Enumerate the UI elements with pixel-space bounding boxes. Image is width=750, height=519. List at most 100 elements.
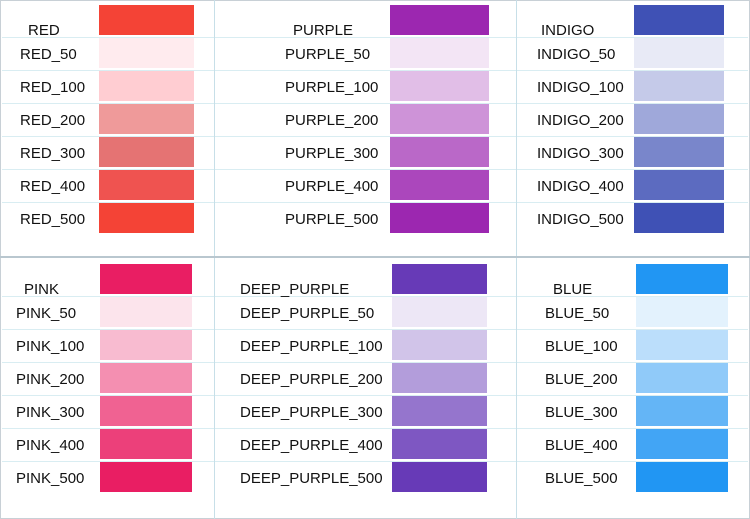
shade-label: PINK_300 — [16, 404, 85, 421]
palette-row: PURPLE_200 — [215, 103, 516, 137]
color-swatch — [99, 170, 194, 200]
palette-header-row: DEEP_PURPLE — [215, 263, 516, 298]
shade-label: DEEP_PURPLE_200 — [240, 371, 383, 388]
shade-label: RED_400 — [20, 178, 86, 195]
palette-header-row: INDIGO — [517, 4, 748, 39]
shade-label: BLUE_500 — [545, 470, 618, 487]
shade-label: PURPLE_300 — [285, 145, 379, 162]
color-swatch — [390, 38, 489, 68]
color-swatch — [390, 137, 489, 167]
shade-label: PURPLE_400 — [285, 178, 379, 195]
shade-label: BLUE_50 — [545, 305, 610, 322]
palette-red: RED RED_50 RED_100 RED_200 RED_300 RED_400 RED… — [2, 4, 214, 235]
color-swatch — [99, 71, 194, 101]
color-swatch — [636, 297, 728, 327]
color-swatch — [634, 137, 724, 167]
color-swatch — [99, 137, 194, 167]
shade-label: RED_300 — [20, 145, 86, 162]
shade-label: DEEP_PURPLE_50 — [240, 305, 375, 322]
shade-label: DEEP_PURPLE_100 — [240, 338, 383, 355]
palette-row: PINK_400 — [2, 428, 214, 462]
color-swatch — [634, 71, 724, 101]
column-divider-1 — [214, 0, 215, 519]
shade-label: INDIGO_400 — [537, 178, 624, 195]
color-swatch — [392, 429, 487, 459]
shade-label: RED_50 — [20, 46, 77, 63]
palette-row: PURPLE_50 — [215, 37, 516, 71]
shade-label: PINK_400 — [16, 437, 85, 454]
palette-blue: BLUE BLUE_50 BLUE_100 BLUE_200 BLUE_300 BLUE_… — [517, 263, 748, 494]
palette-row: PURPLE_400 — [215, 169, 516, 203]
palette-row: PURPLE_100 — [215, 70, 516, 104]
shade-label: BLUE_400 — [545, 437, 618, 454]
color-swatch — [636, 462, 728, 492]
color-swatch — [99, 5, 194, 35]
palette-row: BLUE_500 — [517, 461, 748, 494]
shade-label: INDIGO_200 — [537, 112, 624, 129]
palette-row: PINK_500 — [2, 461, 214, 494]
color-swatch — [634, 38, 724, 68]
color-swatch — [100, 297, 192, 327]
shade-label: RED_100 — [20, 79, 86, 96]
palette-row: BLUE_200 — [517, 362, 748, 396]
palette-row: DEEP_PURPLE_300 — [215, 395, 516, 429]
shade-label: DEEP_PURPLE_300 — [240, 404, 383, 421]
shade-label: PURPLE_100 — [285, 79, 379, 96]
palette-row: DEEP_PURPLE_100 — [215, 329, 516, 363]
palette-row: INDIGO_300 — [517, 136, 748, 170]
palette-pink: PINK PINK_50 PINK_100 PINK_200 PINK_300 PINK_… — [2, 263, 214, 494]
color-swatch — [100, 429, 192, 459]
color-swatch — [634, 104, 724, 134]
color-swatch — [390, 5, 489, 35]
color-swatch — [392, 396, 487, 426]
color-swatch — [392, 264, 487, 294]
palette-row: INDIGO_200 — [517, 103, 748, 137]
color-swatch — [390, 170, 489, 200]
palette-row: RED_400 — [2, 169, 214, 203]
color-swatch — [100, 396, 192, 426]
section-divider — [0, 256, 750, 258]
palette-row: BLUE_50 — [517, 296, 748, 330]
palette-name-label: BLUE — [553, 281, 593, 298]
palette-header-row: PURPLE — [215, 4, 516, 39]
palette-row: PURPLE_500 — [215, 202, 516, 235]
palette-row: PINK_100 — [2, 329, 214, 363]
palette-header-row: PINK — [2, 263, 214, 298]
shade-label: PURPLE_200 — [285, 112, 379, 129]
palette-row: DEEP_PURPLE_400 — [215, 428, 516, 462]
palette-row: DEEP_PURPLE_500 — [215, 461, 516, 494]
palette-row: BLUE_100 — [517, 329, 748, 363]
shade-label: RED_200 — [20, 112, 86, 129]
shade-label: INDIGO_500 — [537, 211, 624, 228]
color-swatch — [392, 363, 487, 393]
palette-indigo: INDIGO INDIGO_50 INDIGO_100 INDIGO_200 INDIG… — [517, 4, 748, 235]
color-swatch — [636, 429, 728, 459]
palette-row: PINK_300 — [2, 395, 214, 429]
shade-label: INDIGO_300 — [537, 145, 624, 162]
palette-name-label: PINK — [24, 281, 60, 298]
color-swatch — [99, 38, 194, 68]
shade-label: INDIGO_50 — [537, 46, 616, 63]
palette-row: PURPLE_300 — [215, 136, 516, 170]
color-swatch — [100, 363, 192, 393]
palette-purple: PURPLE PURPLE_50 PURPLE_100 PURPLE_200 PURPL… — [215, 4, 516, 235]
shade-label: PURPLE_50 — [285, 46, 371, 63]
palette-name-label: INDIGO — [541, 22, 595, 39]
color-swatch — [634, 170, 724, 200]
column-divider-2 — [516, 0, 517, 519]
palette-row: BLUE_300 — [517, 395, 748, 429]
color-swatch — [100, 330, 192, 360]
palette-row: PINK_50 — [2, 296, 214, 330]
palette-row: INDIGO_100 — [517, 70, 748, 104]
palette-row: RED_500 — [2, 202, 214, 235]
color-swatch — [634, 203, 724, 233]
shade-label: PINK_50 — [16, 305, 77, 322]
shade-label: BLUE_300 — [545, 404, 618, 421]
shade-label: PURPLE_500 — [285, 211, 379, 228]
shade-label: PINK_500 — [16, 470, 85, 487]
color-swatch — [392, 297, 487, 327]
shade-label: PINK_200 — [16, 371, 85, 388]
color-swatch — [100, 462, 192, 492]
color-swatch — [636, 264, 728, 294]
palette-row: BLUE_400 — [517, 428, 748, 462]
